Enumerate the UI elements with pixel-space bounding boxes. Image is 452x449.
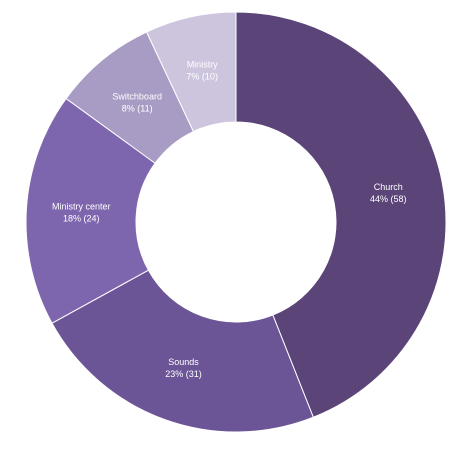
slice-label-ministry: Ministry 7% (10) [186, 60, 218, 82]
slice-sounds [51, 269, 314, 433]
slice-value-label: 8% (11) [122, 104, 153, 114]
slice-name-label: Switchboard [112, 92, 162, 102]
slice-name-label: Ministry center [52, 201, 111, 211]
labels-layer: Church 44% (58) Sounds 23% (31) Ministry cen… [52, 60, 406, 379]
slice-ministry [145, 11, 237, 133]
slice-name-label: Church [374, 182, 403, 192]
slice-label-sounds: Sounds 23% (31) [165, 357, 202, 379]
slice-church [235, 11, 447, 418]
slice-value-label: 44% (58) [370, 194, 407, 204]
slices-layer [25, 11, 447, 433]
slice-label-church: Church 44% (58) [370, 182, 407, 204]
slice-label-ministry-center: Ministry center 18% (24) [52, 201, 111, 223]
slice-value-label: 18% (24) [63, 213, 100, 223]
slice-label-switchboard: Switchboard 8% (11) [112, 92, 162, 114]
slice-name-label: Sounds [168, 357, 199, 367]
slice-name-label: Ministry [187, 60, 218, 70]
slice-value-label: 23% (31) [165, 369, 202, 379]
slice-value-label: 7% (10) [186, 72, 218, 82]
slice-ministry-center [25, 97, 156, 324]
